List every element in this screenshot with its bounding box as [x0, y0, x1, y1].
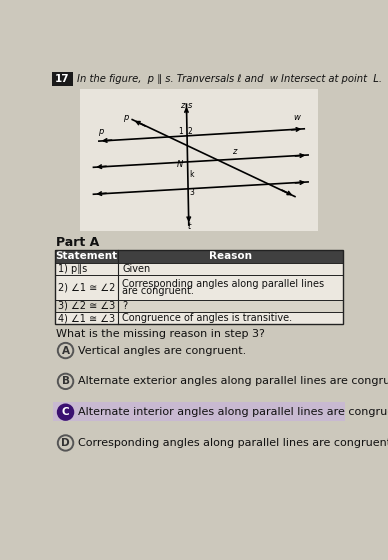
Text: In the figure,  p ∥ s. Tranversals ℓ and  w Intersect at point  L.: In the figure, p ∥ s. Tranversals ℓ and … — [77, 74, 382, 84]
Text: 4) ∠1 ≅ ∠3: 4) ∠1 ≅ ∠3 — [58, 313, 115, 323]
Text: 17: 17 — [55, 74, 70, 84]
Text: C: C — [62, 407, 69, 417]
Text: s: s — [188, 101, 192, 110]
Text: p: p — [99, 127, 104, 136]
Text: 3: 3 — [189, 188, 194, 197]
Text: What is the missing reason in step 3?: What is the missing reason in step 3? — [56, 329, 265, 339]
Text: 2) ∠1 ≅ ∠2: 2) ∠1 ≅ ∠2 — [58, 282, 115, 292]
Text: Given: Given — [122, 264, 151, 274]
Text: t: t — [187, 222, 191, 231]
Text: ?: ? — [122, 301, 127, 311]
Text: 1) p∥s: 1) p∥s — [58, 264, 87, 274]
Text: Corresponding angles along parallel lines: Corresponding angles along parallel line… — [122, 279, 324, 289]
Text: 1: 1 — [178, 127, 183, 137]
FancyBboxPatch shape — [55, 312, 343, 324]
FancyBboxPatch shape — [80, 88, 318, 231]
FancyBboxPatch shape — [55, 275, 343, 300]
FancyBboxPatch shape — [55, 263, 343, 275]
FancyBboxPatch shape — [55, 300, 343, 312]
Text: z: z — [232, 147, 237, 156]
Text: w: w — [293, 113, 300, 122]
Text: Alternate exterior angles along parallel lines are congruent.: Alternate exterior angles along parallel… — [78, 376, 388, 386]
Text: D: D — [61, 438, 70, 448]
FancyBboxPatch shape — [55, 250, 343, 263]
Text: Part A: Part A — [56, 236, 99, 249]
Text: 3) ∠2 ≅ ∠3: 3) ∠2 ≅ ∠3 — [58, 301, 115, 311]
Text: Corresponding angles along parallel lines are congruent.: Corresponding angles along parallel line… — [78, 438, 388, 448]
Text: Alternate interior angles along parallel lines are congruent.: Alternate interior angles along parallel… — [78, 407, 388, 417]
Text: z: z — [180, 101, 185, 110]
Text: p: p — [123, 113, 129, 122]
FancyBboxPatch shape — [52, 72, 73, 86]
Text: Vertical angles are congruent.: Vertical angles are congruent. — [78, 346, 246, 356]
Text: k: k — [190, 170, 194, 180]
Text: Reason: Reason — [209, 251, 252, 261]
Text: Statement: Statement — [55, 251, 118, 261]
Text: N: N — [177, 161, 184, 170]
Circle shape — [58, 404, 73, 420]
FancyBboxPatch shape — [53, 402, 345, 421]
Text: 2: 2 — [188, 127, 193, 137]
Text: B: B — [62, 376, 69, 386]
Text: are congruent.: are congruent. — [122, 286, 194, 296]
Text: Congruence of angles is transitive.: Congruence of angles is transitive. — [122, 313, 292, 323]
Text: A: A — [62, 346, 69, 356]
